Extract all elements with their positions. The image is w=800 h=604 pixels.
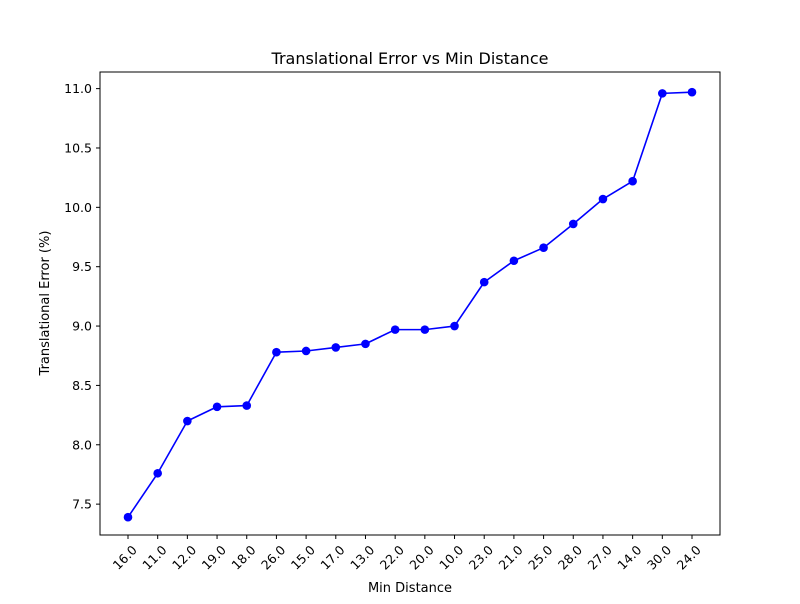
x-tick-label: 17.0 [317, 542, 347, 572]
data-point [628, 176, 637, 186]
x-tick-label: 24.0 [674, 542, 704, 572]
data-point [242, 401, 252, 410]
x-tick-label: 19.0 [199, 542, 229, 572]
data-point [123, 512, 133, 522]
plot-area [99, 71, 721, 536]
y-tick-label: 11.0 [64, 81, 92, 96]
y-tick-label: 8.0 [72, 437, 92, 452]
data-point [658, 89, 667, 98]
y-axis: 7.5 8.0 8.5 9.0 9.5 10.0 10.5 11.0 [64, 81, 100, 512]
data-point [598, 194, 608, 204]
data-point [301, 346, 311, 356]
chart-title: Translational Error vs Min Distance [271, 49, 549, 68]
x-tick-label: 11.0 [139, 542, 169, 572]
series-line [127, 91, 693, 518]
data-point [687, 87, 697, 97]
data-point [509, 256, 519, 266]
y-tick-label: 7.5 [72, 497, 92, 512]
y-tick-label: 8.5 [72, 378, 92, 393]
x-tick-label: 30.0 [644, 542, 674, 572]
x-axis: 16.0 11.0 12.0 19.0 18.0 26.0 15.0 17.0 13.0 22.0… [110, 535, 704, 573]
data-point [272, 347, 281, 357]
data-point [390, 325, 400, 334]
x-tick-label: 16.0 [110, 542, 140, 572]
x-tick-label: 25.0 [525, 542, 555, 572]
data-point [539, 243, 548, 253]
x-tick-label: 18.0 [228, 542, 258, 572]
x-tick-label: 12.0 [169, 542, 199, 572]
x-tick-label: 13.0 [347, 542, 377, 572]
x-tick-label: 27.0 [585, 542, 615, 572]
data-point [568, 219, 578, 229]
x-tick-label: 15.0 [288, 542, 318, 572]
data-point [450, 321, 459, 331]
x-axis-label: Min Distance [368, 581, 452, 596]
x-tick-label: 21.0 [496, 542, 526, 572]
x-tick-label: 20.0 [406, 542, 436, 572]
data-point [479, 277, 489, 287]
x-tick-label: 14.0 [614, 542, 644, 572]
x-tick-label: 22.0 [377, 542, 407, 572]
x-tick-label: 10.0 [436, 542, 466, 572]
series-layer [123, 87, 697, 522]
y-axis-label: Translational Error (%) [38, 231, 53, 377]
data-point [183, 416, 192, 426]
y-tick-label: 10.0 [64, 200, 92, 215]
x-tick-label: 23.0 [466, 542, 496, 572]
data-point [212, 402, 222, 412]
y-tick-label: 10.5 [64, 140, 92, 155]
y-tick-label: 9.0 [72, 319, 92, 334]
x-tick-label: 28.0 [555, 542, 585, 572]
data-point [153, 468, 162, 478]
data-point [361, 339, 370, 349]
x-tick-label: 26.0 [258, 542, 288, 572]
y-tick-label: 9.5 [72, 259, 92, 274]
data-point [420, 325, 430, 334]
data-point [331, 343, 341, 352]
